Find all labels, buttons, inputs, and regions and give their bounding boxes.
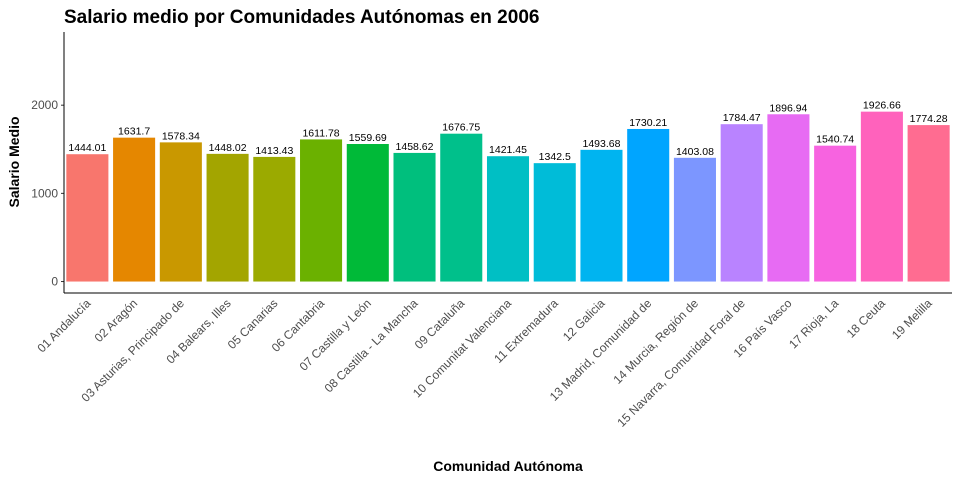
bar-11 <box>533 163 576 282</box>
data-label-1: 1444.01 <box>68 142 106 154</box>
x-tick-label-8: 08 Castilla - La Mancha <box>322 296 421 395</box>
data-label-12: 1493.68 <box>582 138 620 150</box>
data-label-11: 1342.5 <box>539 151 571 163</box>
data-label-9: 1676.75 <box>442 122 480 134</box>
data-label-17: 1540.74 <box>816 134 854 146</box>
x-axis-title: Comunidad Autónoma <box>433 458 583 474</box>
data-label-19: 1774.28 <box>910 113 948 125</box>
bar-5 <box>253 156 296 282</box>
data-label-16: 1896.94 <box>769 102 807 114</box>
data-label-6: 1611.78 <box>302 127 339 139</box>
bar-10 <box>486 156 530 282</box>
x-tick-label-1: 01 Andalucía <box>35 296 94 355</box>
x-tick-label-2: 02 Aragón <box>92 296 141 345</box>
bar-15 <box>720 124 763 282</box>
bar-12 <box>580 149 623 282</box>
y-axis-ticks: 0 1000 2000 <box>31 98 64 289</box>
y-tick-label-2: 1000 <box>31 186 58 200</box>
bar-2 <box>113 137 156 282</box>
data-label-2: 1631.7 <box>118 126 150 138</box>
bar-3 <box>159 142 202 282</box>
bar-9 <box>440 133 483 282</box>
y-axis-title: Salario Medio <box>6 116 22 207</box>
data-label-18: 1926.66 <box>863 100 901 112</box>
bar-14 <box>673 157 716 282</box>
bar-17 <box>814 145 857 282</box>
bar-18 <box>860 111 903 282</box>
chart-title: Salario medio por Comunidades Autónomas … <box>64 7 539 28</box>
bar-6 <box>300 139 343 282</box>
x-tick-label-14: 14 Murcia, Región de <box>611 296 702 387</box>
y-tick-label-3: 2000 <box>31 98 58 112</box>
bars-group <box>66 111 950 282</box>
data-label-3: 1578.34 <box>162 130 200 142</box>
data-label-15: 1784.47 <box>723 112 761 124</box>
x-tick-label-18: 18 Ceuta <box>844 296 889 341</box>
bar-8 <box>393 152 436 282</box>
data-label-4: 1448.02 <box>209 142 247 154</box>
y-tick-label-1: 0 <box>51 275 58 289</box>
bar-7 <box>346 144 389 282</box>
bar-4 <box>206 153 249 282</box>
data-labels-group: 1444.01 1631.7 1578.34 1448.02 1413.43 1611.7… <box>68 100 947 164</box>
data-label-14: 1403.08 <box>676 146 714 158</box>
data-label-7: 1559.69 <box>349 132 387 144</box>
bar-19 <box>907 125 950 282</box>
data-label-8: 1458.62 <box>396 141 434 153</box>
x-tick-label-17: 17 Rioja, La <box>786 296 841 351</box>
x-tick-label-19: 19 Melilla <box>889 296 935 342</box>
data-label-10: 1421.45 <box>489 144 527 156</box>
data-label-13: 1730.21 <box>629 117 667 129</box>
x-tick-label-12: 12 Galicia <box>560 296 608 344</box>
bar-13 <box>627 128 670 282</box>
data-label-5: 1413.43 <box>255 145 293 157</box>
bar-16 <box>767 114 810 282</box>
bar-1 <box>66 154 109 282</box>
